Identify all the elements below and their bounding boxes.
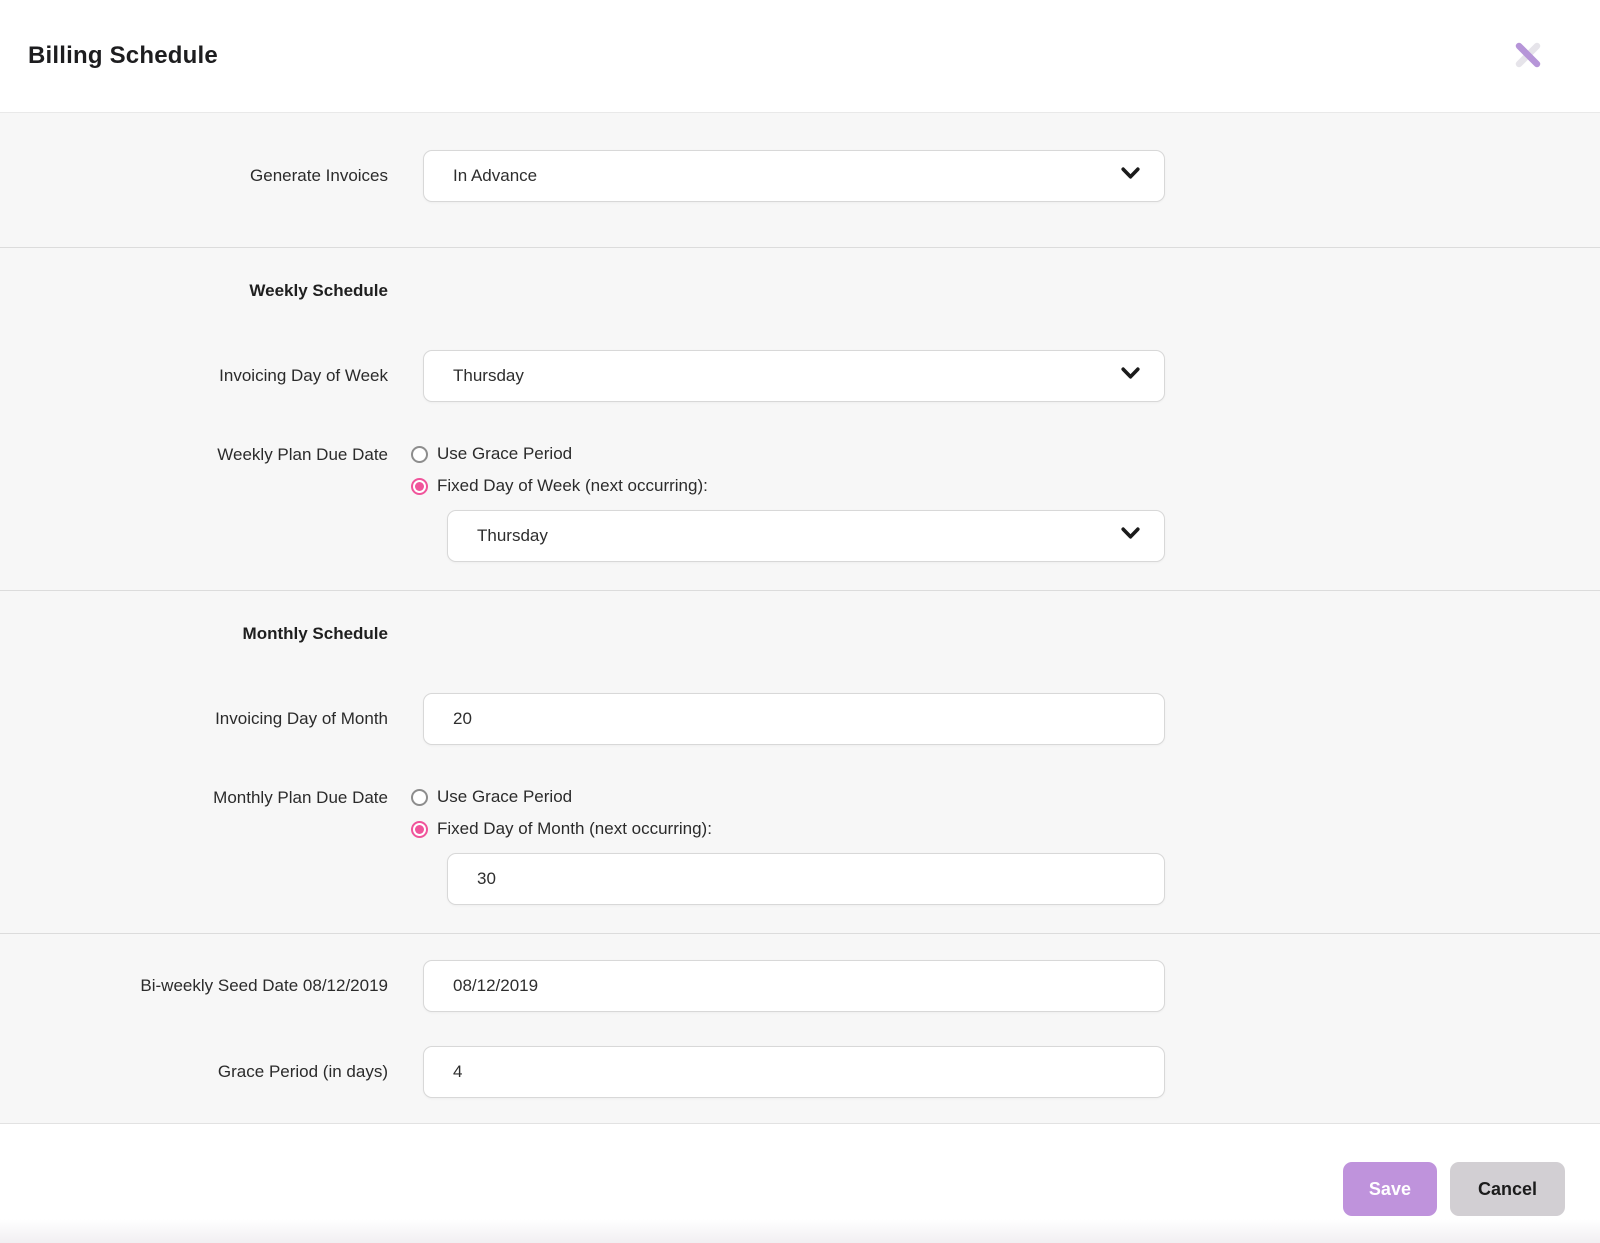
- weekly-fixed-day-radio[interactable]: [411, 477, 428, 495]
- modal-header: Billing Schedule: [0, 0, 1600, 112]
- generate-invoices-selected-value: In Advance: [453, 166, 538, 185]
- invoicing-day-of-month-row: Invoicing Day of Month: [0, 693, 1600, 745]
- invoicing-day-of-week-selected-value: Thursday: [453, 366, 524, 385]
- biweekly-seed-date-label: Bi-weekly Seed Date 08/12/2019: [140, 976, 388, 995]
- weekly-due-date-radio-group: Use Grace Period Fixed Day of Week (next…: [411, 438, 1165, 562]
- cancel-button[interactable]: Cancel: [1449, 1162, 1565, 1216]
- biweekly-seed-date-row: Bi-weekly Seed Date 08/12/2019: [0, 960, 1600, 1012]
- section-generate-invoices: Generate Invoices In Advance: [0, 113, 1600, 248]
- weekly-use-grace-period-label: Use Grace Period: [437, 444, 573, 463]
- section-seed-and-grace: Bi-weekly Seed Date 08/12/2019 Grace Per…: [0, 934, 1600, 1118]
- monthly-plan-due-date-row: Monthly Plan Due Date Use Grace Period F…: [0, 781, 1600, 905]
- generate-invoices-label: Generate Invoices: [250, 166, 388, 185]
- weekly-fixed-day-label: Fixed Day of Week (next occurring):: [437, 476, 708, 495]
- grace-period-row: Grace Period (in days): [0, 1046, 1600, 1098]
- monthly-fixed-day-input[interactable]: [447, 853, 1165, 905]
- weekly-use-grace-period-radio[interactable]: [411, 445, 428, 463]
- weekly-schedule-heading: Weekly Schedule: [249, 281, 388, 300]
- grace-period-label: Grace Period (in days): [217, 1062, 388, 1081]
- close-button[interactable]: [1511, 39, 1545, 73]
- close-icon: [1513, 40, 1543, 73]
- page-title: Billing Schedule: [28, 42, 218, 69]
- weekly-plan-due-date-label: Weekly Plan Due Date: [217, 445, 388, 464]
- weekly-fixed-day-selected-value: Thursday: [477, 526, 548, 545]
- chevron-down-icon: [1121, 527, 1140, 545]
- monthly-use-grace-period-radio[interactable]: [411, 788, 428, 806]
- section-monthly-schedule: Monthly Schedule Invoicing Day of Month …: [0, 591, 1600, 934]
- grace-period-input[interactable]: [423, 1046, 1165, 1098]
- monthly-schedule-heading: Monthly Schedule: [242, 624, 388, 643]
- monthly-fixed-day-option[interactable]: Fixed Day of Month (next occurring):: [411, 813, 1165, 845]
- monthly-fixed-day-radio[interactable]: [411, 820, 428, 838]
- generate-invoices-row: Generate Invoices In Advance: [0, 150, 1600, 202]
- save-button[interactable]: Save: [1342, 1162, 1437, 1216]
- weekly-fixed-day-select[interactable]: Thursday: [447, 510, 1165, 562]
- weekly-use-grace-period-option[interactable]: Use Grace Period: [411, 438, 1165, 470]
- invoicing-day-of-week-select[interactable]: Thursday: [423, 350, 1165, 402]
- section-weekly-schedule: Weekly Schedule Invoicing Day of Week Th…: [0, 248, 1600, 591]
- invoicing-day-of-month-label: Invoicing Day of Month: [215, 709, 388, 728]
- invoicing-day-of-week-row: Invoicing Day of Week Thursday: [0, 350, 1600, 402]
- monthly-plan-due-date-label: Monthly Plan Due Date: [213, 788, 388, 807]
- monthly-use-grace-period-label: Use Grace Period: [437, 787, 573, 806]
- chevron-down-icon: [1121, 167, 1140, 185]
- monthly-fixed-day-label: Fixed Day of Month (next occurring):: [437, 819, 712, 838]
- weekly-plan-due-date-row: Weekly Plan Due Date Use Grace Period Fi…: [0, 438, 1600, 562]
- generate-invoices-select[interactable]: In Advance: [423, 150, 1165, 202]
- invoicing-day-of-week-label: Invoicing Day of Week: [219, 366, 388, 385]
- chevron-down-icon: [1121, 367, 1140, 385]
- monthly-use-grace-period-option[interactable]: Use Grace Period: [411, 781, 1165, 813]
- invoicing-day-of-month-input[interactable]: [423, 693, 1165, 745]
- weekly-fixed-day-option[interactable]: Fixed Day of Week (next occurring):: [411, 470, 1165, 502]
- modal-footer: Save Cancel: [0, 1123, 1600, 1243]
- monthly-due-date-radio-group: Use Grace Period Fixed Day of Month (nex…: [411, 781, 1165, 905]
- modal-body: Generate Invoices In Advance Weekly Sche…: [0, 112, 1600, 1123]
- biweekly-seed-date-input[interactable]: [423, 960, 1165, 1012]
